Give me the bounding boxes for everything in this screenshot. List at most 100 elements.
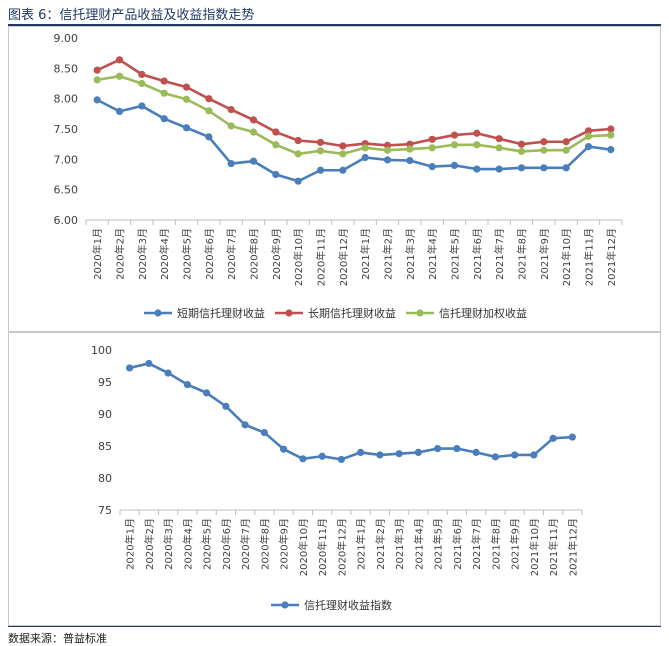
data-point-series-1 (511, 451, 519, 459)
data-point-series-1 (183, 380, 191, 389)
data-point-series-1 (280, 445, 288, 453)
x-tick-label: 2020年2月 (143, 518, 156, 570)
data-point-series-1 (530, 451, 538, 459)
data-point-series-1 (406, 156, 414, 165)
data-point-series-1 (549, 434, 557, 442)
y-tick-label: 8.00 (54, 93, 79, 106)
x-tick-label: 2021年6月 (471, 228, 484, 280)
data-point-series-1 (357, 448, 365, 456)
x-tick-label: 2021年4月 (426, 228, 439, 280)
data-point-series-1 (607, 146, 615, 154)
data-point-series-2 (428, 135, 436, 143)
legend-item-1: 短期信托理财收益 (144, 306, 265, 320)
legend-swatch-marker (154, 309, 162, 317)
data-point-series-1 (145, 359, 153, 368)
x-tick-label: 2020年10月 (297, 518, 310, 576)
x-tick-label: 2021年8月 (516, 228, 529, 280)
data-point-series-2 (294, 136, 302, 145)
data-point-series-3 (160, 89, 168, 97)
data-point-series-1 (93, 96, 101, 104)
x-tick-label: 2021年2月 (382, 228, 395, 280)
x-tick-label: 2021年6月 (451, 518, 464, 570)
data-point-series-1 (316, 166, 325, 174)
x-tick-label: 2021年12月 (566, 518, 579, 576)
data-point-series-1 (472, 448, 480, 456)
data-point-series-2 (540, 138, 548, 146)
data-point-series-1 (160, 115, 168, 123)
data-point-series-1 (241, 421, 249, 429)
index-line-chart: 75 80 85 90 95 100 2020年1月 2020年2月 2020年3月 2020年4… (91, 344, 583, 612)
series-line-1 (96, 98, 612, 183)
legend-item-2: 长期信托理财收益 (275, 306, 396, 320)
x-tick-label: 2021年7月 (470, 518, 483, 570)
y-tick-label: 90 (98, 408, 112, 421)
data-point-series-3 (383, 146, 392, 154)
data-point-series-3 (182, 95, 191, 103)
data-point-series-2 (182, 83, 191, 91)
data-point-series-1 (434, 444, 442, 453)
series-line-2 (96, 58, 611, 148)
data-point-series-3 (294, 150, 302, 158)
y-tick-label: 6.00 (54, 214, 79, 227)
data-point-series-1 (138, 102, 146, 110)
data-point-series-1 (450, 161, 459, 169)
legend-swatch-marker (281, 601, 289, 609)
data-point-series-3 (473, 141, 481, 149)
data-point-series-1 (205, 133, 213, 141)
x-tick-label: 2021年2月 (374, 518, 387, 570)
x-tick-label: 2020年7月 (225, 228, 238, 280)
data-point-series-3 (227, 122, 235, 130)
series-line-1 (129, 362, 573, 461)
source-rule (8, 626, 661, 627)
x-tick-label: 2020年4月 (181, 518, 194, 570)
legend-swatch-marker (416, 309, 424, 317)
x-tick-label: 2021年7月 (493, 228, 506, 280)
data-point-series-1 (495, 165, 503, 173)
x-tick-label: 2021年1月 (359, 228, 372, 280)
y-tick-label: 80 (98, 472, 112, 485)
x-tick-label: 2020年10月 (292, 228, 305, 286)
data-point-series-3 (316, 147, 325, 155)
x-tick-label: 2021年9月 (509, 518, 522, 570)
data-point-series-2 (115, 56, 124, 64)
figure-title: 图表 6：信托理财产品收益及收益指数走势 (8, 8, 255, 23)
data-point-series-3 (93, 76, 101, 84)
data-point-series-3 (249, 128, 258, 136)
data-point-series-3 (339, 150, 347, 158)
chart-panel-index: 75 80 85 90 95 100 2020年1月 2020年2月 2020年3月 2020年4… (8, 332, 661, 626)
data-point-series-2 (316, 138, 325, 146)
data-point-series-3 (361, 144, 369, 152)
x-tick-label: 2020年6月 (220, 518, 233, 570)
legend-swatch-marker (285, 309, 293, 317)
data-point-series-1 (562, 164, 570, 172)
data-point-series-3 (562, 146, 570, 154)
x-tick-label: 2020年7月 (239, 518, 252, 570)
y-tick-label: 100 (91, 344, 112, 357)
source-note: 数据来源：普益标准 (8, 632, 107, 645)
x-tick-label: 2020年5月 (181, 228, 194, 280)
x-tick-label: 2020年6月 (203, 228, 216, 280)
x-tick-label: 2020年1月 (91, 228, 104, 280)
y-tick-label: 7.50 (54, 123, 79, 136)
y-tick-label: 6.50 (54, 184, 79, 197)
data-point-series-1 (164, 369, 172, 377)
data-point-series-3 (428, 144, 436, 152)
legend-item-3: 信托理财加权收益 (406, 306, 527, 320)
x-tick-label: 2021年1月 (355, 518, 368, 570)
legend-label: 信托理财加权收益 (439, 306, 527, 320)
data-point-series-2 (607, 125, 615, 133)
x-tick-label: 2021年11月 (547, 518, 560, 576)
data-point-series-1 (227, 159, 235, 168)
y-tick-label: 75 (98, 504, 112, 517)
data-point-series-2 (584, 127, 593, 135)
x-tick-label: 2021年4月 (412, 518, 425, 570)
data-point-series-1 (126, 364, 134, 372)
x-tick-label: 2020年9月 (270, 228, 283, 280)
data-point-series-3 (495, 144, 503, 152)
data-point-series-1 (249, 157, 258, 165)
data-point-series-1 (361, 153, 369, 162)
data-point-series-1 (453, 444, 461, 453)
yield-line-chart: 6.00 6.50 7.00 7.50 8.00 8.50 9.00 2020年1月 2020年… (54, 32, 623, 320)
legend-label: 长期信托理财收益 (308, 306, 396, 320)
x-tick-label: 2020年1月 (124, 518, 137, 570)
